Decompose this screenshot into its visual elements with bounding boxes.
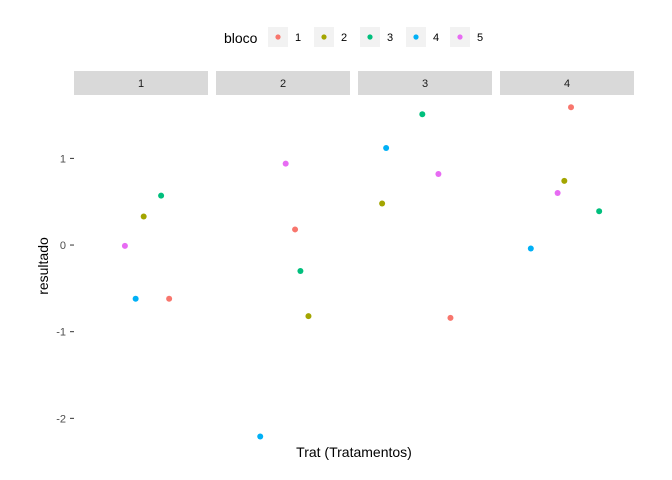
legend-item-4: 4 xyxy=(406,27,439,47)
data-points xyxy=(121,104,603,440)
legend-key-point xyxy=(457,34,463,40)
point-trat4-bloco5 xyxy=(554,190,561,197)
y-axis-title: resultado xyxy=(35,237,51,295)
facet-strip-label: 4 xyxy=(564,78,570,90)
legend: bloco 1 2 3 4 5 xyxy=(224,27,483,47)
legend-item-1: 1 xyxy=(268,27,301,47)
legend-key-point xyxy=(367,34,373,40)
y-tick-label: -1 xyxy=(56,327,66,339)
facet-strip-label: 2 xyxy=(280,78,286,90)
legend-title: bloco xyxy=(224,30,258,46)
legend-key-point xyxy=(413,34,419,40)
point-trat1-bloco4 xyxy=(132,295,139,302)
point-trat1-bloco2 xyxy=(140,213,147,220)
y-tick-label: 0 xyxy=(60,240,66,252)
y-tick-label: 1 xyxy=(60,153,66,165)
facet-strip-label: 1 xyxy=(138,78,144,90)
point-trat3-bloco2 xyxy=(379,200,386,207)
point-trat2-bloco1 xyxy=(292,226,299,233)
point-trat1-bloco3 xyxy=(158,192,165,199)
point-trat3-bloco3 xyxy=(419,111,426,118)
facet-strip-label: 3 xyxy=(422,78,428,90)
legend-label: 1 xyxy=(295,32,301,44)
legend-label: 2 xyxy=(341,32,347,44)
point-trat4-bloco1 xyxy=(568,104,575,111)
x-axis-title: Trat (Tratamentos) xyxy=(296,444,412,460)
point-trat4-bloco3 xyxy=(596,208,603,215)
facet-strip-1 xyxy=(74,71,208,95)
point-trat2-bloco3 xyxy=(297,268,304,275)
point-trat2-bloco5 xyxy=(282,160,289,167)
legend-key-point xyxy=(275,34,281,40)
legend-label: 4 xyxy=(433,32,439,44)
legend-label: 3 xyxy=(387,32,393,44)
legend-label: 5 xyxy=(477,32,483,44)
point-trat3-bloco1 xyxy=(447,314,454,321)
facet-strip-4 xyxy=(500,71,634,95)
legend-item-3: 3 xyxy=(360,27,393,47)
legend-key-point xyxy=(321,34,327,40)
legend-item-2: 2 xyxy=(314,27,347,47)
facet-strips: 1 2 3 4 xyxy=(74,71,634,95)
legend-item-5: 5 xyxy=(450,27,483,47)
point-trat1-bloco5 xyxy=(121,242,128,249)
point-trat4-bloco4 xyxy=(527,245,534,252)
y-axis: -2 -1 0 1 xyxy=(56,153,74,425)
facet-strip-3 xyxy=(358,71,492,95)
point-trat4-bloco2 xyxy=(561,177,568,184)
point-trat2-bloco2 xyxy=(305,313,312,320)
point-trat3-bloco4 xyxy=(383,144,390,151)
point-trat3-bloco5 xyxy=(435,170,442,177)
y-tick-label: -2 xyxy=(56,413,66,425)
point-trat1-bloco1 xyxy=(166,295,173,302)
facet-strip-2 xyxy=(216,71,350,95)
point-trat2-bloco4 xyxy=(257,433,264,440)
